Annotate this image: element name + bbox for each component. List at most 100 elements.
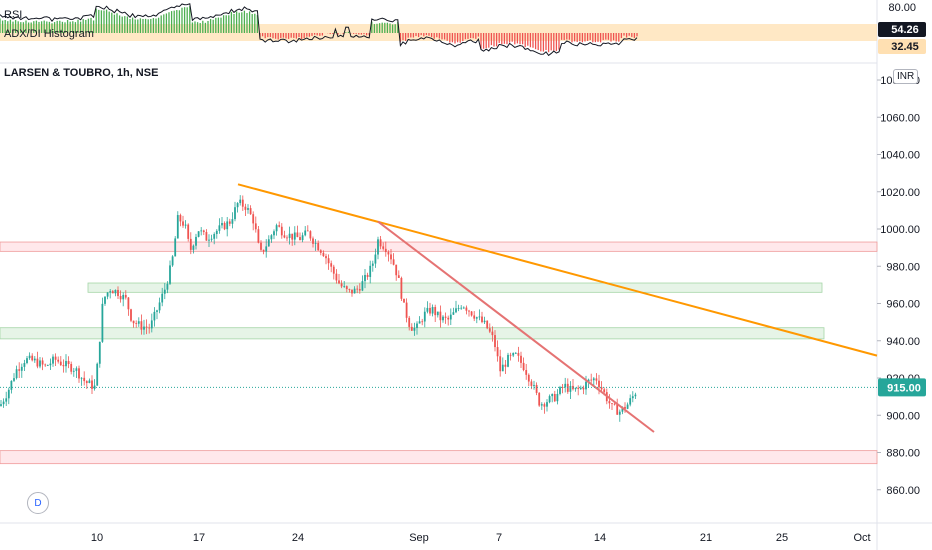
candle-body	[10, 380, 13, 390]
candle-body	[377, 239, 379, 255]
candle-body	[538, 392, 541, 406]
candle-body	[7, 389, 10, 399]
candle-body	[504, 364, 507, 367]
adx-value-badge	[878, 39, 926, 54]
candle-body	[288, 233, 291, 238]
zones-layer	[0, 241, 878, 465]
x-tick-label: 25	[776, 532, 788, 544]
candle-body	[166, 283, 169, 290]
candle-body	[400, 277, 403, 299]
candle-body	[161, 293, 164, 303]
candle-body	[327, 258, 330, 264]
candle-body	[613, 403, 616, 405]
candle-body	[270, 235, 273, 240]
candle-body	[507, 354, 509, 367]
candle-body	[579, 387, 582, 389]
candle-body	[535, 384, 538, 393]
candle-body	[626, 404, 629, 409]
candle-body	[421, 321, 424, 323]
candle-body	[283, 235, 286, 238]
candle-body	[267, 239, 270, 247]
candle-body	[119, 295, 122, 300]
candle-body	[265, 246, 268, 252]
price-axis: 860.00880.00900.00920.00940.00960.00980.…	[0, 75, 926, 497]
candle-body	[553, 393, 556, 402]
candle-body	[517, 352, 520, 356]
candle-body	[62, 365, 65, 367]
candle-body	[93, 385, 96, 389]
candle-body	[189, 238, 192, 250]
candle-body	[223, 222, 226, 230]
adx-label: ADX/DI Histogram	[4, 28, 94, 40]
candle-body	[153, 311, 156, 321]
candle-body	[548, 396, 551, 403]
candle-body	[356, 288, 359, 290]
candle-body	[293, 232, 296, 240]
y-tick-label: 1020.00	[880, 187, 920, 199]
candle-body	[109, 291, 112, 293]
x-tick-label: 10	[91, 532, 103, 544]
candle-body	[348, 289, 351, 290]
candle-body	[551, 393, 554, 397]
candle-body	[231, 219, 234, 224]
candle-body	[78, 368, 80, 379]
candle-body	[304, 230, 307, 236]
candle-body	[171, 256, 174, 266]
candle-body	[75, 368, 78, 371]
candle-body	[140, 321, 143, 330]
x-tick-label: Sep	[409, 532, 429, 544]
candle-body	[179, 215, 182, 222]
currency-badge[interactable]: INR	[893, 69, 919, 84]
candle-body	[260, 242, 262, 250]
candle-body	[559, 387, 561, 394]
candle-body	[158, 302, 161, 311]
y-tick-label: 880.00	[886, 448, 920, 460]
candle-body	[486, 320, 489, 329]
candle-body	[85, 381, 88, 384]
candle-body	[234, 207, 236, 220]
candle-body	[460, 307, 463, 309]
candle-body	[18, 369, 21, 371]
rsi-label: RSI	[4, 9, 23, 21]
candle-body	[600, 387, 603, 390]
candle-body	[569, 385, 572, 392]
candle-body	[39, 360, 41, 367]
trendlines-layer	[237, 183, 878, 433]
candle-body	[280, 226, 283, 236]
candle-body	[496, 347, 499, 357]
candle-body	[574, 387, 577, 390]
candle-body	[124, 294, 127, 298]
candle-body	[546, 402, 548, 407]
candle-body	[197, 231, 200, 237]
candle-body	[509, 354, 512, 356]
candle-body	[72, 370, 75, 372]
x-tick-label: 14	[594, 532, 606, 544]
candle-body	[582, 387, 585, 390]
candle-body	[106, 292, 109, 297]
candle-body	[457, 308, 460, 309]
candle-body	[0, 404, 2, 406]
x-tick-label: 21	[700, 532, 712, 544]
candle-body	[309, 231, 312, 239]
candle-body	[28, 355, 31, 359]
candle-body	[163, 289, 166, 294]
candle-body	[462, 307, 465, 309]
y-tick-label: 1040.00	[880, 150, 920, 162]
candle-body	[150, 320, 153, 329]
candle-body	[33, 358, 36, 361]
candle-body	[184, 224, 187, 226]
candle-body	[208, 239, 210, 241]
candle-body	[499, 356, 502, 372]
candle-body	[413, 327, 416, 331]
candle-body	[5, 398, 8, 402]
candle-body	[145, 326, 148, 328]
candle-body	[226, 221, 229, 230]
candle-body	[488, 328, 491, 332]
candle-body	[455, 308, 457, 313]
candle-body	[213, 234, 216, 239]
candle-body	[592, 378, 595, 381]
dividend-marker-icon[interactable]: D	[27, 492, 49, 514]
candle-body	[585, 381, 587, 390]
candle-body	[343, 286, 346, 287]
